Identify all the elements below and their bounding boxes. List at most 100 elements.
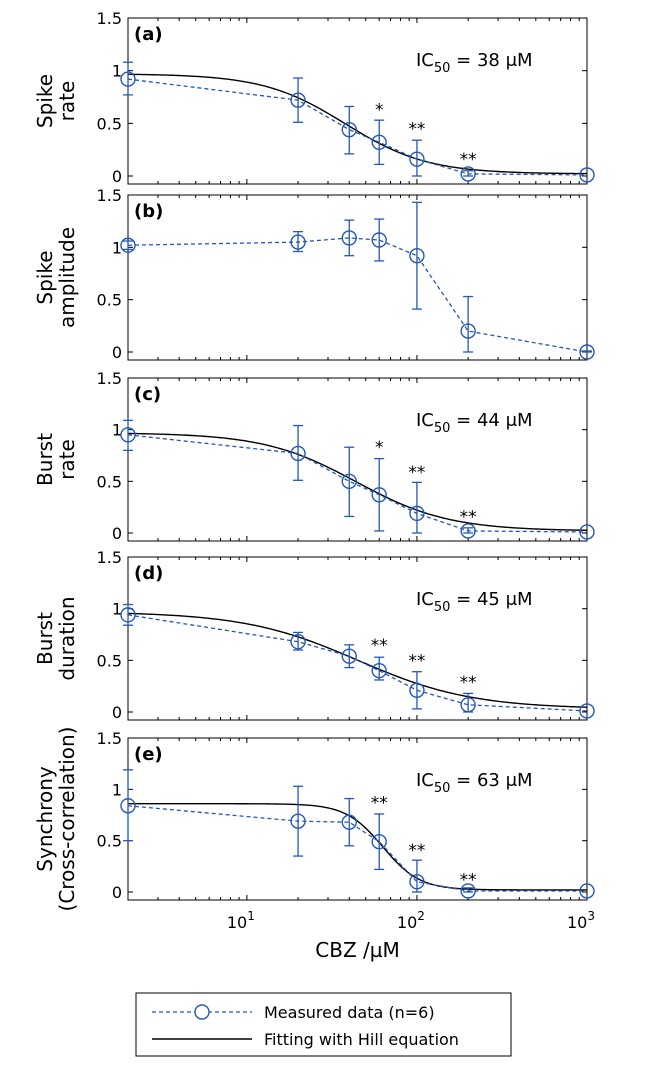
data-point bbox=[341, 814, 357, 830]
x-tick-label: 103 bbox=[567, 909, 595, 932]
panel-label: (a) bbox=[134, 24, 163, 45]
ic50-label: IC50 = 63 μM bbox=[416, 770, 533, 796]
significance-marker: ** bbox=[408, 841, 425, 861]
data-point bbox=[120, 427, 136, 443]
y-tick-label: 1.5 bbox=[97, 186, 122, 205]
y-tick-label: 0 bbox=[112, 524, 122, 543]
data-point bbox=[409, 682, 425, 698]
axes-box-5 bbox=[127, 737, 588, 901]
significance-marker: ** bbox=[408, 651, 425, 671]
y-tick-label: 1.5 bbox=[97, 729, 122, 748]
hill-fit-curve bbox=[127, 432, 588, 531]
data-point bbox=[341, 121, 357, 138]
y-axis-label: rate bbox=[55, 81, 79, 122]
data-point bbox=[371, 232, 387, 248]
data-point bbox=[341, 230, 357, 246]
y-tick-label: 1 bbox=[112, 421, 122, 440]
legend-box bbox=[135, 992, 512, 1057]
y-tick-label: 0 bbox=[112, 167, 122, 186]
data-point bbox=[460, 523, 476, 539]
significance-marker: ** bbox=[460, 507, 477, 527]
legend-measured-marker bbox=[194, 1004, 210, 1020]
axes-box-2 bbox=[127, 194, 588, 361]
data-point bbox=[460, 166, 476, 182]
measured-data-line bbox=[127, 434, 588, 533]
significance-marker: ** bbox=[408, 463, 425, 483]
ic50-label: IC50 = 45 μM bbox=[416, 589, 533, 615]
data-point bbox=[371, 487, 387, 503]
x-tick-label: 102 bbox=[397, 909, 425, 932]
data-point bbox=[409, 151, 425, 167]
y-tick-label: 1.5 bbox=[97, 9, 122, 28]
hill-fit-curve bbox=[127, 73, 588, 175]
data-point bbox=[120, 798, 136, 814]
data-point bbox=[460, 883, 476, 899]
y-tick-label: 1 bbox=[112, 62, 122, 81]
data-point bbox=[120, 237, 136, 253]
measured-data-line bbox=[127, 614, 588, 712]
y-tick-label: 0.5 bbox=[97, 832, 122, 851]
significance-marker: * bbox=[375, 438, 384, 458]
panel-label: (c) bbox=[134, 384, 161, 405]
y-tick-label: 1 bbox=[112, 600, 122, 619]
x-tick-label: 101 bbox=[227, 909, 255, 932]
axes-box-1 bbox=[127, 17, 588, 185]
y-tick-label: 0.5 bbox=[97, 651, 122, 670]
measured-data-line bbox=[127, 237, 588, 353]
panel-label: (e) bbox=[134, 744, 163, 765]
hill-fit-curve bbox=[128, 803, 587, 891]
data-point bbox=[290, 445, 306, 462]
y-axis-label: Synchrony bbox=[33, 766, 57, 872]
y-axis-label: amplitude bbox=[55, 227, 79, 328]
significance-marker: ** bbox=[460, 871, 477, 891]
y-tick-label: 0.5 bbox=[97, 472, 122, 491]
data-point bbox=[371, 833, 387, 850]
significance-marker: ** bbox=[460, 673, 477, 693]
y-tick-label: 0.5 bbox=[97, 291, 122, 310]
data-point bbox=[371, 662, 387, 679]
y-axis-label: Spike bbox=[33, 74, 57, 128]
significance-marker: ** bbox=[371, 794, 388, 814]
data-point bbox=[579, 524, 595, 540]
significance-marker: ** bbox=[371, 636, 388, 656]
axes-box-4 bbox=[127, 556, 588, 721]
panel-label: (d) bbox=[134, 563, 163, 584]
y-tick-label: 1.5 bbox=[97, 369, 122, 388]
significance-marker: ** bbox=[408, 120, 425, 140]
y-axis-label: duration bbox=[55, 596, 79, 680]
data-point bbox=[460, 697, 476, 713]
measured-data-line bbox=[127, 805, 587, 892]
significance-marker: * bbox=[375, 101, 384, 121]
data-point bbox=[409, 874, 425, 890]
data-point bbox=[579, 344, 595, 360]
ic50-label: IC50 = 44 μM bbox=[416, 410, 533, 436]
data-point bbox=[290, 92, 306, 108]
data-point bbox=[371, 134, 387, 150]
y-tick-label: 0 bbox=[112, 343, 122, 362]
measured-data-line bbox=[127, 78, 588, 176]
data-point bbox=[409, 505, 425, 522]
data-point bbox=[409, 248, 425, 264]
axes-box-3 bbox=[127, 377, 588, 542]
data-point bbox=[120, 71, 136, 87]
data-point bbox=[120, 607, 136, 623]
y-tick-label: 1 bbox=[112, 780, 122, 799]
y-tick-label: 1.5 bbox=[97, 548, 122, 567]
data-point bbox=[341, 648, 357, 664]
significance-marker: ** bbox=[460, 150, 477, 170]
data-point bbox=[290, 234, 306, 250]
data-point bbox=[460, 323, 476, 339]
y-axis-label: rate bbox=[55, 439, 79, 480]
y-tick-label: 0 bbox=[112, 703, 122, 722]
y-axis-label: Spike bbox=[33, 250, 57, 304]
y-tick-label: 0 bbox=[112, 883, 122, 902]
y-axis-label: Burst bbox=[33, 612, 57, 665]
panel-label: (b) bbox=[134, 201, 163, 222]
y-tick-label: 1 bbox=[112, 238, 122, 257]
data-point bbox=[579, 703, 595, 719]
data-point bbox=[579, 167, 595, 183]
legend-label-measured: Measured data (n=6) bbox=[264, 1003, 435, 1022]
ic50-label: IC50 = 38 μM bbox=[416, 50, 533, 76]
data-point bbox=[579, 883, 595, 899]
